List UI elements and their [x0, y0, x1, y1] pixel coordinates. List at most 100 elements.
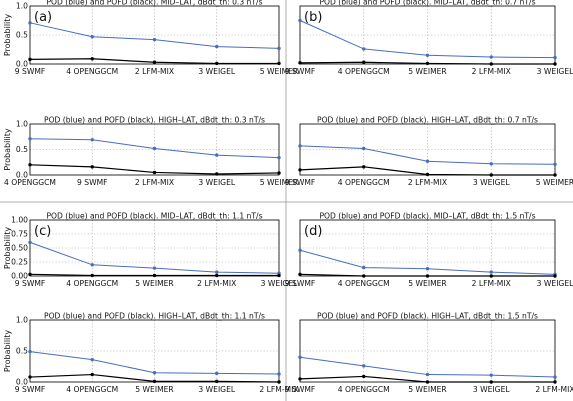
series-point-1	[425, 61, 430, 66]
chart-panel-6: 0.0 0.5 1.0 9 SWMF 4 OPENGGCM 5 WEIMER 3 WEIGE…	[3, 312, 299, 395]
series-point-0	[277, 155, 281, 160]
x-tick-label: 5 WEIMER	[135, 385, 174, 394]
x-tick-label: 4 OPENGGCM	[338, 67, 390, 76]
series-point-1	[28, 375, 32, 379]
x-tick-label: 4 OPENGGCM	[338, 178, 390, 187]
chart-panel-2: 0.0 0.5 1.0 4 OPENGGCM 9 SWMF 2 LFM-MIX 3 WEIG…	[3, 116, 299, 188]
series-point-1	[553, 380, 557, 384]
series-point-1	[553, 173, 557, 177]
series-point-1	[152, 170, 157, 175]
y-tick-label: 0.25	[11, 258, 28, 267]
series-point-1	[553, 62, 557, 66]
panel-label: (c)	[34, 224, 51, 239]
y-tick-label: 1.0	[16, 316, 28, 325]
series-point-1	[215, 379, 219, 384]
x-tick-label: 2 LFM-MIX	[472, 279, 511, 288]
series-point-1	[215, 273, 219, 278]
x-tick-label: 2 LFM-MIX	[135, 178, 174, 187]
series-point-0	[553, 375, 557, 379]
x-tick-label: 4 OPENGGCM	[66, 385, 118, 394]
x-tick-label: 3 WEIGEL	[473, 178, 510, 187]
series-point-0	[298, 248, 302, 252]
series-point-0	[553, 162, 557, 166]
y-tick-label: 1.00	[11, 216, 28, 225]
series-point-0	[298, 18, 302, 23]
x-tick-label: 4 OPENGGCM	[338, 279, 390, 288]
chart-title: POD (blue) and POFD (black). MID–LAT, dB…	[46, 212, 262, 221]
chart-panel-0: 0.0 0.5 1.0 9 SWMF 4 OPENGGCM 2 LFM-MIX 3 WEIG…	[3, 0, 299, 76]
x-tick-label: 3 WEIGEL	[198, 178, 235, 187]
series-point-0	[28, 349, 32, 354]
series-point-0	[489, 55, 493, 59]
chart-title: POD (blue) and POFD (black). HIGH–LAT, d…	[44, 116, 265, 125]
x-tick-label: 9 SWMF	[285, 279, 316, 288]
series-point-1	[362, 374, 366, 379]
plot-frame	[299, 123, 556, 176]
chart-panel-7: 9 SWMF 4 OPENGGCM 5 WEIMER 3 WEIGEL 2 LFM-MI…	[285, 312, 573, 395]
x-tick-label: 2 LFM-MIX	[197, 279, 236, 288]
series-point-1	[152, 273, 157, 278]
series-point-1	[425, 380, 430, 384]
x-tick-label: 9 SWMF	[285, 178, 316, 187]
x-tick-label: 5 WEIMER	[260, 178, 299, 187]
series-point-0	[489, 270, 493, 274]
series-point-0	[215, 270, 219, 274]
series-point-1	[362, 165, 366, 169]
series-point-0	[215, 44, 219, 49]
x-tick-label: 4 OPENGGCM	[66, 67, 118, 76]
series-point-0	[152, 37, 157, 42]
chart-panel-5: 9 SWMF 4 OPENGGCM 5 WEIMER 2 LFM-MIX 3 WEIGE…	[285, 212, 573, 289]
series-point-1	[277, 380, 281, 384]
x-tick-label: 9 SWMF	[15, 279, 46, 288]
x-tick-label: 3 WEIGEL	[537, 279, 573, 288]
chart-title: POD (blue) and POFD (black). MID–LAT, dB…	[319, 212, 535, 221]
series-point-0	[215, 153, 219, 157]
x-tick-label: 5 WEIMER	[536, 178, 573, 187]
y-tick-label: 0.5	[16, 347, 28, 356]
series-point-1	[298, 61, 302, 65]
y-axis-label: Probability	[3, 128, 12, 171]
plot-frame	[29, 123, 280, 176]
y-tick-label: 0.00	[11, 272, 28, 281]
x-tick-label: 9 SWMF	[15, 67, 46, 76]
series-point-0	[362, 146, 366, 151]
x-tick-label: 4 OPENGGCM	[338, 385, 390, 394]
series-point-0	[425, 159, 430, 163]
series-point-0	[28, 240, 32, 245]
series-point-1	[362, 274, 366, 278]
x-tick-label: 3 WEIGEL	[473, 385, 510, 394]
chart-panel-3: 9 SWMF 4 OPENGGCM 2 LFM-MIX 3 WEIGEL 5 WEIME…	[285, 116, 573, 188]
series-point-1	[362, 60, 366, 64]
x-tick-label: 9 SWMF	[15, 385, 46, 394]
y-tick-label: 0.75	[11, 230, 28, 239]
chart-title: POD (blue) and POFD (black). HIGH–LAT, d…	[44, 312, 265, 321]
y-tick-label: 0.5	[16, 31, 28, 40]
series-point-1	[489, 173, 493, 177]
y-tick-label: 0.0	[16, 378, 28, 387]
chart-title: POD (blue) and POFD (black). MID–LAT, dB…	[319, 0, 535, 7]
y-tick-label: 0.50	[11, 244, 28, 253]
series-point-0	[90, 138, 94, 142]
series-point-0	[277, 372, 281, 376]
y-axis-label: Probability	[3, 14, 12, 57]
x-tick-label: 5 WEIMER	[408, 67, 447, 76]
y-tick-label: 1.0	[16, 120, 28, 129]
chart-title: POD (blue) and POFD (black). HIGH–LAT, d…	[317, 116, 538, 125]
series-point-1	[298, 272, 302, 277]
series-point-1	[277, 171, 281, 175]
series-point-1	[215, 61, 219, 66]
chart-title: POD (blue) and POFD (black). MID–LAT, dB…	[46, 0, 262, 7]
series-point-0	[425, 372, 430, 377]
x-tick-label: 5 WEIMER	[260, 67, 299, 76]
chart-title: POD (blue) and POFD (black). HIGH–LAT, d…	[317, 312, 538, 321]
series-point-0	[298, 144, 302, 148]
x-tick-label: 5 WEIMER	[408, 279, 447, 288]
series-point-0	[28, 137, 32, 141]
x-tick-label: 5 WEIMER	[135, 279, 174, 288]
x-tick-label: 3 WEIGEL	[198, 67, 235, 76]
series-point-1	[277, 273, 281, 278]
series-point-1	[298, 377, 302, 381]
series-point-1	[215, 172, 219, 176]
series-point-0	[489, 373, 493, 377]
series-point-0	[28, 21, 32, 25]
